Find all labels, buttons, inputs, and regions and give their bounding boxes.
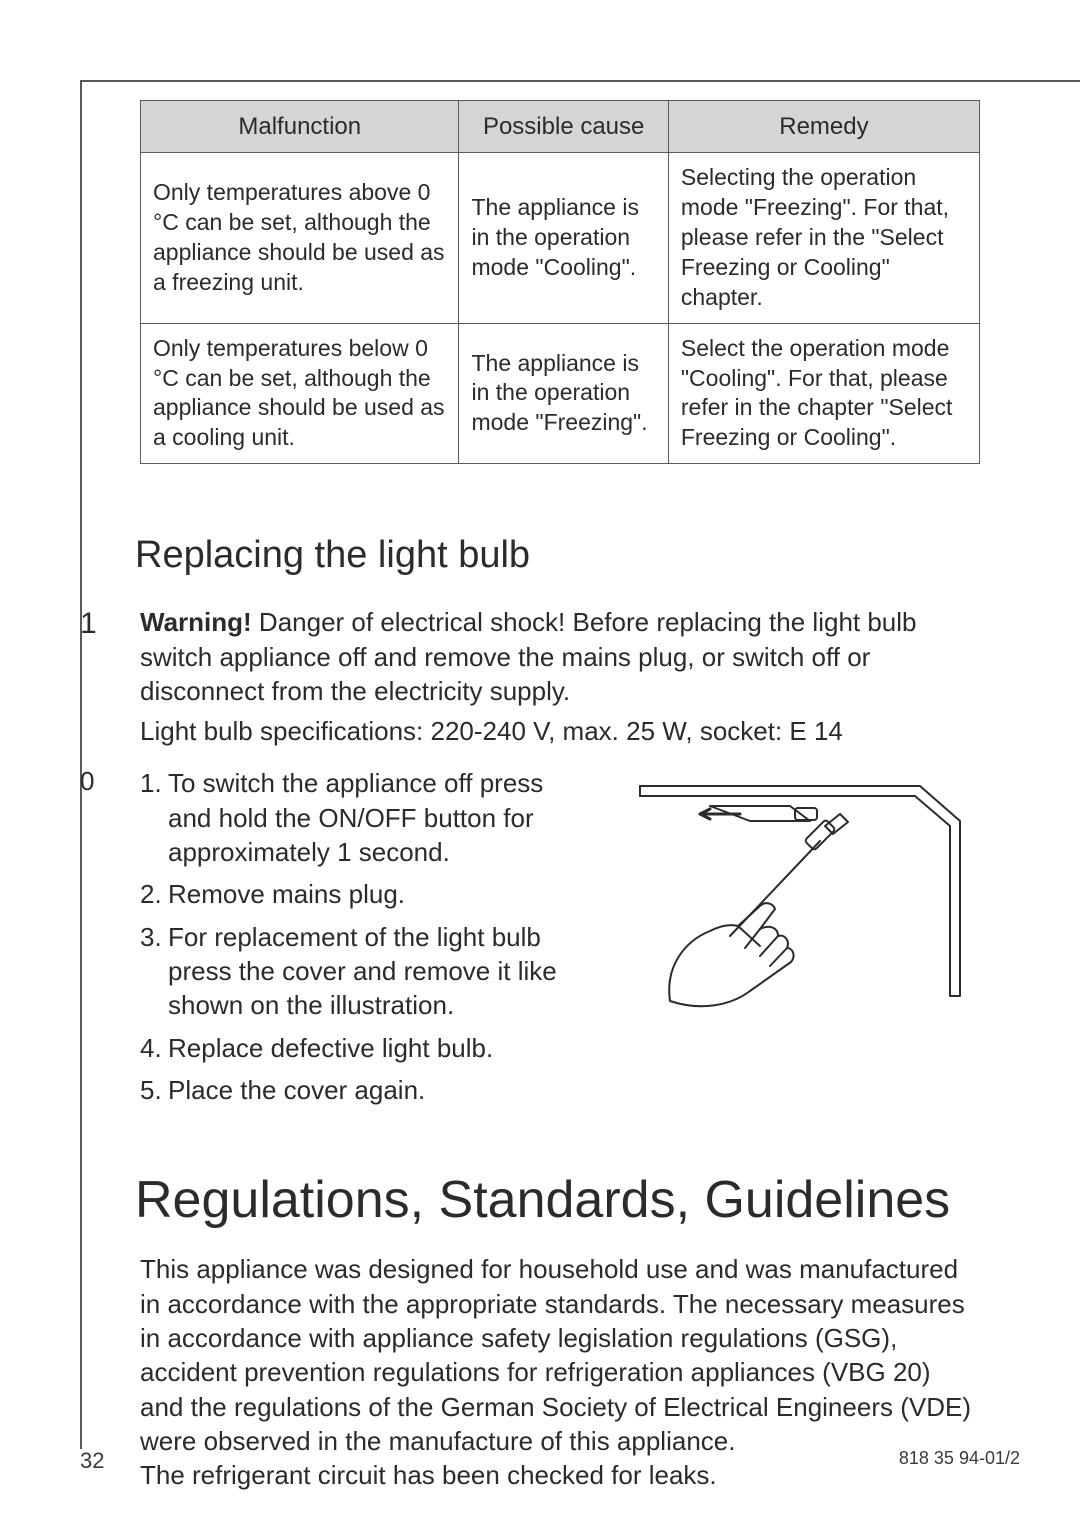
steps-block: 0 To switch the appliance off press and … (140, 766, 980, 1115)
steps-column: To switch the appliance off press and ho… (140, 766, 590, 1115)
steps-margin-mark: 0 (80, 766, 140, 797)
step-item: Place the cover again. (140, 1073, 590, 1107)
warning-margin-mark: 1 (80, 605, 140, 641)
page-number: 32 (80, 1448, 104, 1474)
cell-remedy: Selecting the operation mode "Freezing".… (668, 153, 979, 323)
bulb-illustration-icon (610, 766, 980, 1016)
warning-block: 1 Warning! Danger of electrical shock! B… (140, 605, 980, 708)
cell-malfunction: Only temperatures above 0 °C can be set,… (141, 153, 459, 323)
step-item: Replace defective light bulb. (140, 1031, 590, 1065)
cell-remedy: Select the operation mode "Cooling". For… (668, 323, 979, 464)
heading-regulations: Regulations, Standards, Guidelines (135, 1170, 980, 1230)
document-number: 818 35 94-01/2 (899, 1448, 1020, 1474)
col-header-malfunction: Malfunction (141, 101, 459, 153)
page-footer: 32 818 35 94-01/2 (80, 1448, 1020, 1474)
col-header-remedy: Remedy (668, 101, 979, 153)
table-header-row: Malfunction Possible cause Remedy (141, 101, 980, 153)
cell-cause: The appliance is in the operation mode "… (459, 323, 668, 464)
cell-cause: The appliance is in the operation mode "… (459, 153, 668, 323)
bulb-spec-line: Light bulb specifications: 220-240 V, ma… (140, 714, 980, 748)
step-item: To switch the appliance off press and ho… (140, 766, 590, 869)
warning-text: Danger of electrical shock! Before repla… (140, 607, 917, 706)
heading-replacing-bulb: Replacing the light bulb (135, 534, 980, 577)
step-item: Remove mains plug. (140, 877, 590, 911)
warning-label: Warning! (140, 607, 252, 637)
step-item: For replacement of the light bulb press … (140, 920, 590, 1023)
col-header-cause: Possible cause (459, 101, 668, 153)
page-content: Malfunction Possible cause Remedy Only t… (80, 80, 1020, 1449)
table-row: Only temperatures below 0 °C can be set,… (141, 323, 980, 464)
warning-paragraph: Warning! Danger of electrical shock! Bef… (140, 605, 980, 708)
steps-list: To switch the appliance off press and ho… (140, 766, 590, 1107)
cell-malfunction: Only temperatures below 0 °C can be set,… (141, 323, 459, 464)
bulb-figure (610, 766, 980, 1115)
troubleshoot-table: Malfunction Possible cause Remedy Only t… (140, 100, 980, 464)
table-row: Only temperatures above 0 °C can be set,… (141, 153, 980, 323)
